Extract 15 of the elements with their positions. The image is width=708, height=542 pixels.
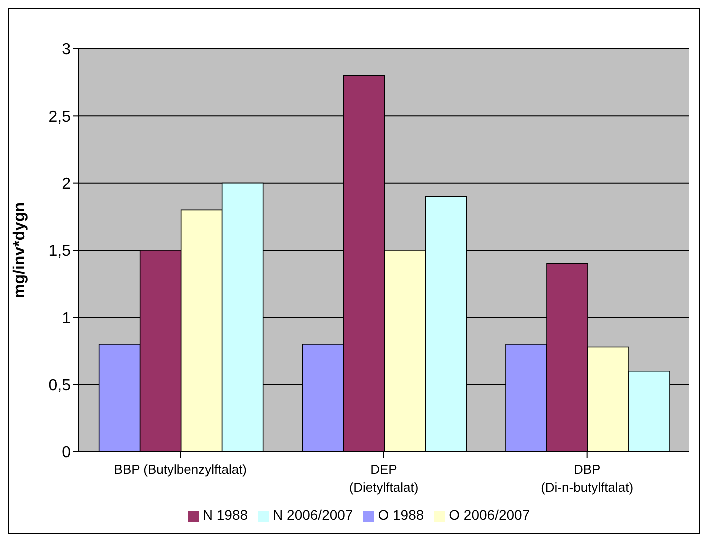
y-tick-label: 1,5 <box>48 243 72 260</box>
y-tick-label: 2 <box>62 176 72 194</box>
y-tick-label: 1 <box>62 310 72 328</box>
y-tick-label: 0 <box>62 444 72 462</box>
legend-label: O 2006/2007 <box>449 507 530 523</box>
x-tick-label: BBP (Butylbenzylftalat) <box>114 462 248 477</box>
legend-label: N 1988 <box>202 507 248 523</box>
x-tick-label: DEP (Dietylftalat) <box>349 462 419 495</box>
legend-label: O 1988 <box>378 507 424 523</box>
y-tick-label: 3 <box>62 42 72 59</box>
legend-label: N 2006/2007 <box>273 507 354 523</box>
x-tick-label: DBP (Di-n-butylftalat) <box>541 462 634 495</box>
y-axis-title: mg/inv*dygn <box>12 202 29 299</box>
y-tick-label: 2,5 <box>48 108 72 126</box>
y-tick-label: 0,5 <box>48 378 72 395</box>
